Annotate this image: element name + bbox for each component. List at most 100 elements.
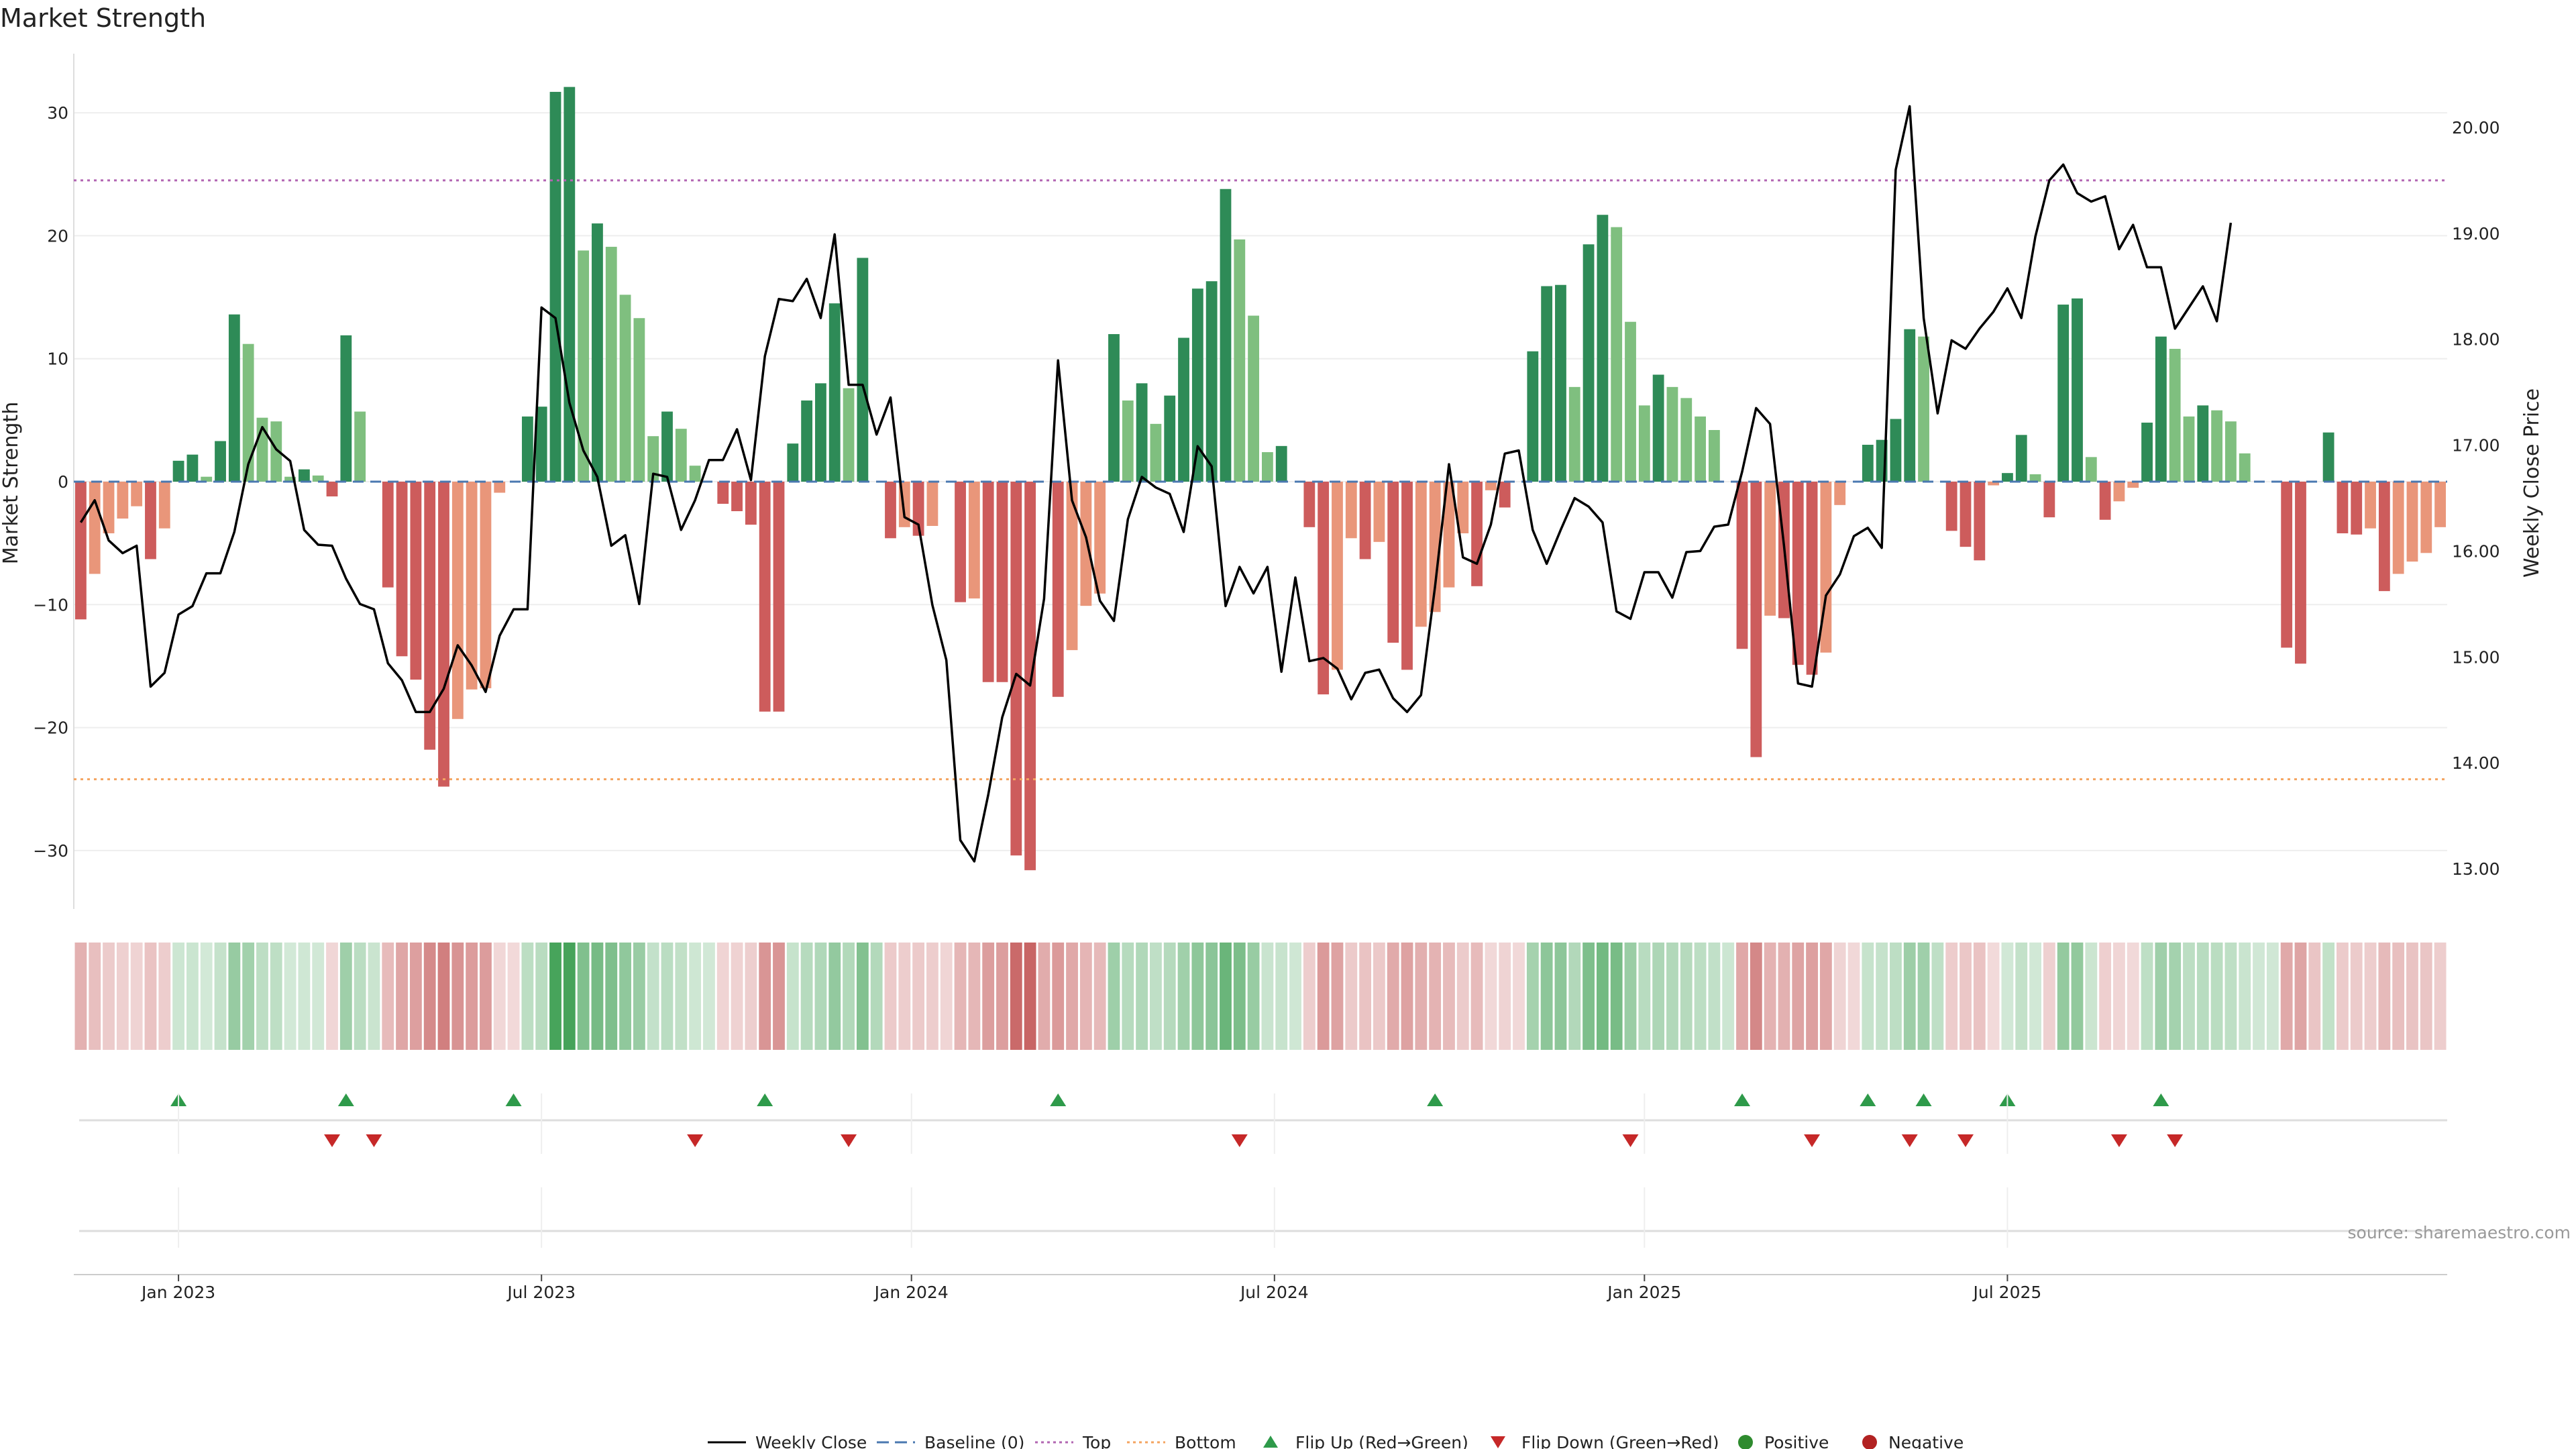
strip-cell (2392, 943, 2405, 1050)
strength-bar (2295, 482, 2306, 664)
strength-bar (1052, 482, 1064, 697)
strength-bar (2029, 474, 2041, 482)
strip-cell (1652, 943, 1665, 1050)
strength-bar (1205, 281, 1218, 482)
strength-bar (172, 460, 184, 482)
strength-bar (633, 318, 645, 482)
flip-up-marker (1860, 1093, 1876, 1106)
strip-cell (1819, 943, 1832, 1050)
x-tick-label: Jan 2025 (1606, 1283, 1681, 1302)
strip-cell (1150, 943, 1162, 1050)
strip-cell (1960, 943, 1972, 1050)
strip-cell (2113, 943, 2125, 1050)
strip-cell (326, 943, 338, 1050)
strip-cell (1093, 943, 1106, 1050)
legend-label-flip-down: Flip Down (Green→Red) (1521, 1433, 1719, 1449)
strip-cell (1122, 943, 1134, 1050)
strength-bar (521, 416, 533, 482)
positive-dot-icon (1738, 1435, 1753, 1449)
strength-bar (535, 407, 547, 482)
strength-bar (186, 454, 199, 482)
strength-bar (1638, 405, 1650, 482)
strip-cell (1024, 943, 1036, 1050)
strength-bar (1568, 386, 1580, 482)
strength-bar (494, 482, 506, 493)
bottom-panel (74, 1230, 2447, 1275)
strength-bar (1736, 482, 1748, 649)
strip-cell (2364, 943, 2377, 1050)
strength-bar (326, 482, 338, 496)
strip-cell (1470, 943, 1483, 1050)
strip-cell (577, 943, 590, 1050)
strip-cell (74, 943, 87, 1050)
strip-cell (2210, 943, 2223, 1050)
strength-bar (1415, 482, 1427, 627)
right-tick-label: 15.00 (2452, 647, 2500, 667)
strip-cell (312, 943, 325, 1050)
strip-cell (2420, 943, 2432, 1050)
legend-item-flip-up: Flip Up (Red→Green) (1263, 1433, 1468, 1449)
strength-bar (1094, 482, 1106, 594)
strip-cell (1722, 943, 1735, 1050)
strength-bar (424, 482, 436, 750)
strip-cell (2280, 943, 2293, 1050)
strip-cell (1220, 943, 1232, 1050)
strip-cell (814, 943, 827, 1050)
strength-bar (201, 476, 213, 482)
strength-bar (1164, 395, 1176, 482)
legend-label-bottom: Bottom (1175, 1433, 1236, 1449)
strip-cell (409, 943, 422, 1050)
strength-bar (1080, 482, 1092, 606)
strip-cell (1052, 943, 1065, 1050)
strength-bar (396, 482, 408, 657)
strip-cell (298, 943, 311, 1050)
strip-cell (940, 943, 953, 1050)
strip-cell (186, 943, 199, 1050)
left-tick-label: −30 (33, 841, 68, 861)
strip-cell (116, 943, 129, 1050)
strength-bar (410, 482, 422, 680)
strength-bar (1611, 227, 1623, 482)
strength-bar (2169, 349, 2181, 482)
strip-cell (2155, 943, 2167, 1050)
flip-up-marker (1050, 1093, 1067, 1106)
strip-cell (716, 943, 729, 1050)
strip-cell (1163, 943, 1176, 1050)
strip-cell (1066, 943, 1078, 1050)
strength-bar (1541, 286, 1553, 482)
legend-label-top: Top (1082, 1433, 1111, 1449)
strip-cell (1764, 943, 1776, 1050)
strip-cell (745, 943, 757, 1050)
strip-cell (1582, 943, 1595, 1050)
strength-bar (158, 482, 170, 529)
strip-cell (2224, 943, 2237, 1050)
strength-bar (438, 482, 449, 787)
x-tick-label: Jul 2025 (1972, 1283, 2042, 1302)
strip-cell (1876, 943, 1888, 1050)
strip-cell (1010, 943, 1022, 1050)
x-tick-label: Jul 2024 (1239, 1283, 1309, 1302)
strength-bar (1191, 288, 1203, 482)
strip-cell (633, 943, 645, 1050)
strength-bar (354, 411, 366, 482)
strip-cell (368, 943, 380, 1050)
strength-bar (2392, 482, 2404, 574)
strength-bar (298, 469, 310, 482)
legend-item-top: Top (1035, 1433, 1111, 1449)
negative-dot-icon (1862, 1435, 1877, 1449)
flip-down-icon (1491, 1436, 1505, 1448)
strength-bar (815, 383, 826, 482)
legend-label-flip-up: Flip Up (Red→Green) (1295, 1433, 1468, 1449)
strength-bar (2406, 482, 2418, 562)
strength-bar (1220, 189, 1232, 482)
strength-bar (1988, 482, 2000, 486)
strength-bar (1471, 482, 1483, 586)
right-axis-ticks: 20.00 19.00 18.00 17.00 16.00 15.00 14.00 13.00 (2452, 118, 2500, 879)
x-tick-label: Jan 2023 (140, 1283, 215, 1302)
strip-cell (1736, 943, 1748, 1050)
flip-down-marker (841, 1134, 857, 1147)
strength-bar (926, 482, 938, 526)
strip-cell (493, 943, 506, 1050)
strength-bar (480, 482, 492, 688)
